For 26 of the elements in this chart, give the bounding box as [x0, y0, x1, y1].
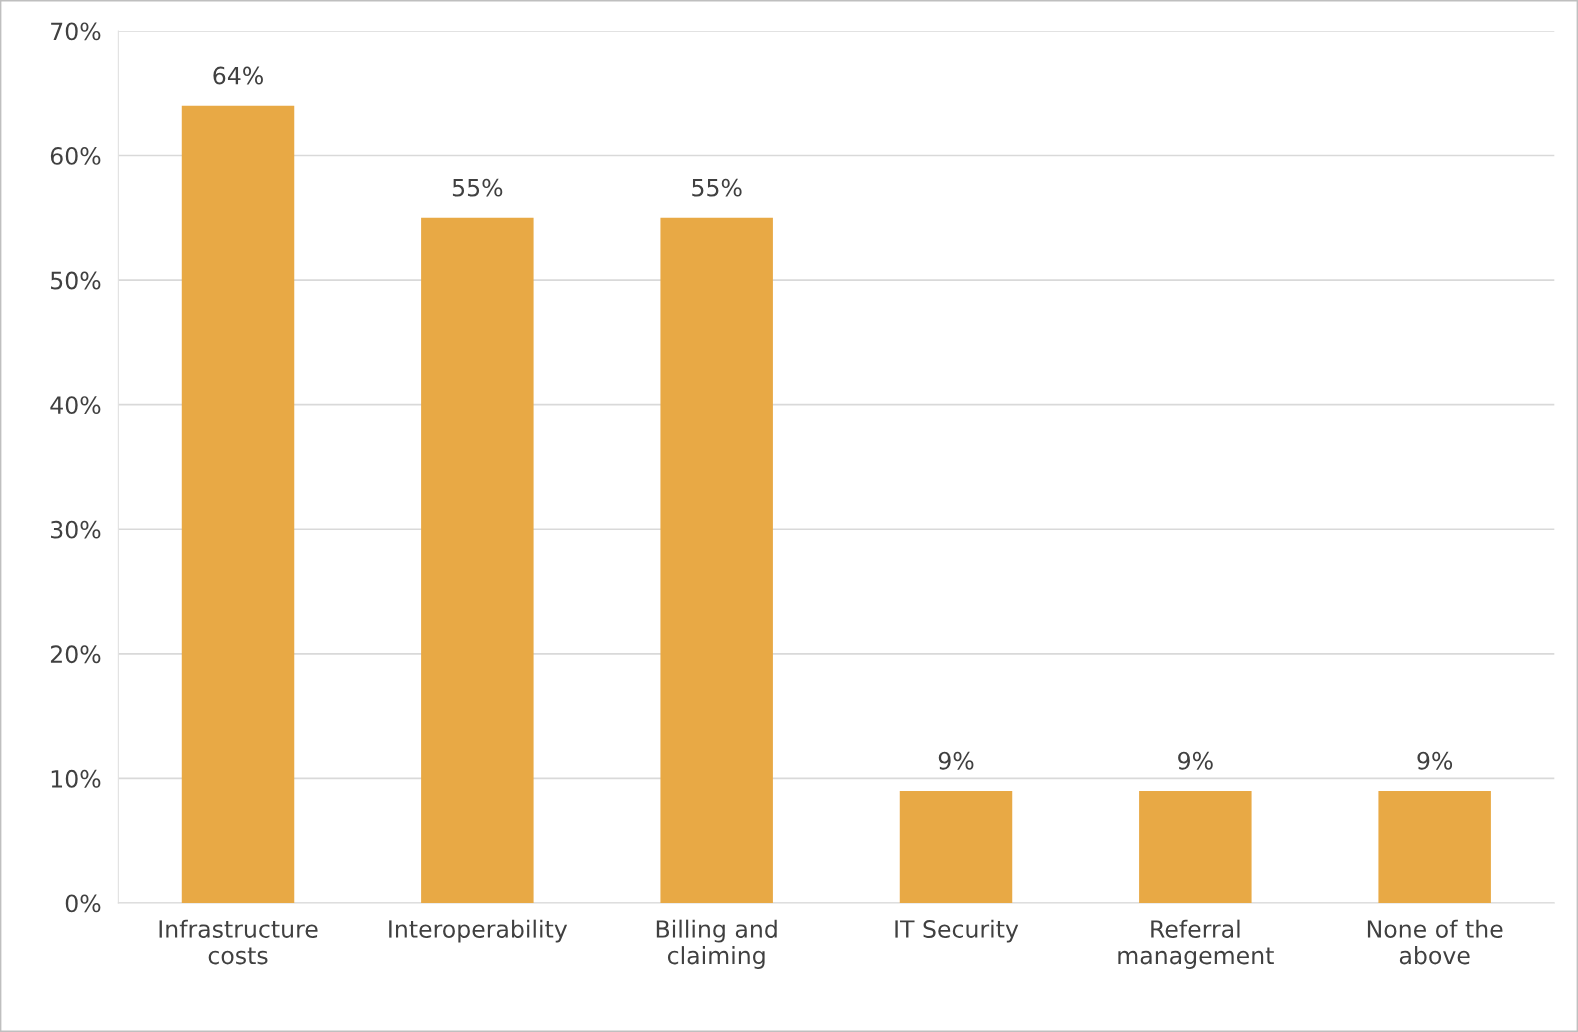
- bar: [181, 105, 295, 903]
- y-tick-label: 50%: [51, 271, 101, 290]
- data-label: 55%: [692, 178, 742, 197]
- bar: [1378, 790, 1491, 903]
- data-label: 64%: [213, 66, 263, 85]
- y-tick-label: 20%: [50, 645, 101, 664]
- x-tick-label: None of the above: [1367, 919, 1503, 965]
- x-tick-label: IT Security: [895, 919, 1019, 943]
- bar: [899, 790, 1013, 903]
- y-tick-label: 30%: [51, 520, 101, 539]
- x-tick-label: Interoperability: [389, 919, 568, 943]
- x-tick-label: Billing and claiming: [656, 919, 777, 969]
- x-tick-label: Infrastructure costs: [159, 919, 318, 965]
- data-label: 9%: [1417, 751, 1453, 770]
- x-tick-label: Referral management: [1118, 919, 1274, 969]
- y-tick-label: 0%: [65, 894, 101, 913]
- data-label: 9%: [1178, 751, 1213, 770]
- y-tick-label: 40%: [50, 396, 101, 414]
- y-tick-label: 70%: [51, 22, 101, 41]
- y-tick-label: 60%: [50, 146, 101, 165]
- bar: [421, 217, 534, 903]
- y-tick-label: 10%: [51, 769, 101, 788]
- bar: [660, 217, 773, 903]
- bar: [1139, 790, 1252, 903]
- data-label: 55%: [452, 178, 503, 197]
- data-label: 9%: [938, 751, 974, 770]
